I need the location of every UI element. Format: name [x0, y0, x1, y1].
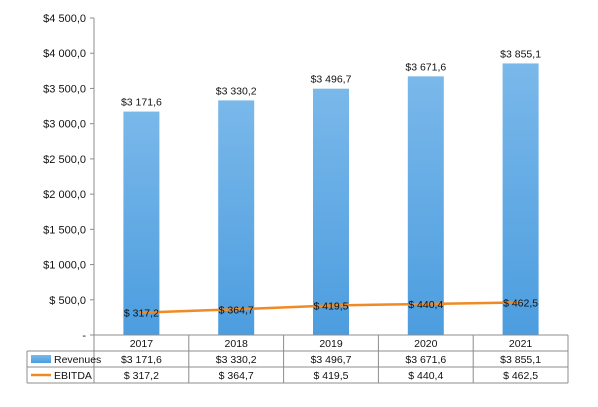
ebitda-point: [329, 303, 333, 307]
ebitda-point: [234, 307, 238, 311]
legend-key-revenues: [31, 355, 51, 363]
y-tick-label: $2 500,0: [43, 154, 86, 166]
table-value-cell: $ 440,4: [408, 370, 443, 382]
ebitda-data-label: $ 419,5: [313, 300, 348, 312]
table-value-cell: $ 462,5: [503, 370, 538, 382]
revenue-bar: [313, 88, 349, 335]
category-label: 2018: [225, 338, 249, 350]
revenue-data-label: $3 671,6: [405, 61, 446, 73]
category-label: 2017: [130, 338, 154, 350]
table-value-cell: $3 496,7: [311, 354, 352, 366]
category-label: 2019: [319, 338, 343, 350]
category-label: 2020: [414, 338, 438, 350]
y-tick-label: $3 500,0: [43, 83, 86, 95]
ebitda-point: [139, 311, 143, 315]
ebitda-point: [519, 300, 523, 304]
ebitda-data-label: $ 364,7: [219, 304, 254, 316]
y-tick-label: $1 000,0: [43, 260, 86, 272]
table-value-cell: $ 317,2: [124, 370, 159, 382]
y-tick-label: $2 000,0: [43, 189, 86, 201]
ebitda-data-label: $ 462,5: [503, 297, 538, 309]
y-tick-label: $4 000,0: [43, 48, 86, 60]
y-tick-label: $4 500,0: [43, 13, 86, 25]
revenue-data-label: $3 496,7: [311, 74, 352, 86]
y-tick-label: $1 500,0: [43, 224, 86, 236]
ebitda-point: [424, 302, 428, 306]
revenue-bar: [502, 63, 539, 335]
table-value-cell: $3 671,6: [405, 354, 446, 366]
y-tick-label: -: [82, 330, 86, 342]
y-tick-label: $3 000,0: [43, 119, 86, 131]
table-value-cell: $ 364,7: [219, 370, 254, 382]
revenue-bar: [407, 76, 444, 336]
revenue-data-label: $3 855,1: [500, 48, 541, 60]
revenue-data-label: $3 330,2: [216, 85, 257, 97]
table-value-cell: $ 419,5: [313, 370, 348, 382]
table-value-cell: $3 855,1: [500, 354, 541, 366]
ebitda-data-label: $ 317,2: [124, 308, 159, 320]
y-tick-label: $ 500,0: [49, 295, 86, 307]
revenue-bar: [123, 111, 160, 335]
ebitda-data-label: $ 440,4: [408, 299, 443, 311]
legend-series-name: EBITDA: [54, 370, 92, 382]
category-label: 2021: [509, 338, 533, 350]
revenue-bar: [218, 100, 255, 335]
table-value-cell: $3 330,2: [216, 354, 257, 366]
revenue-data-label: $3 171,6: [121, 97, 162, 109]
table-value-cell: $3 171,6: [121, 354, 162, 366]
legend-series-name: Revenues: [54, 354, 101, 366]
